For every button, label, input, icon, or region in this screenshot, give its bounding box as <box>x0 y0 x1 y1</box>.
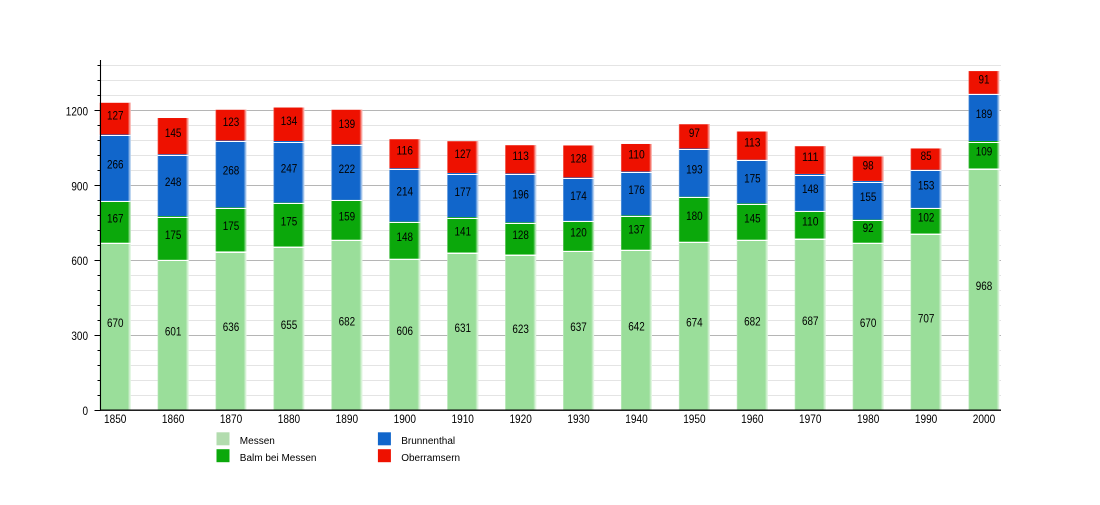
svg-text:655: 655 <box>281 320 298 332</box>
svg-text:300: 300 <box>71 329 88 343</box>
svg-text:623: 623 <box>512 324 529 336</box>
svg-text:637: 637 <box>570 322 587 334</box>
svg-text:606: 606 <box>397 326 414 338</box>
svg-text:159: 159 <box>339 212 356 224</box>
svg-text:128: 128 <box>570 153 587 165</box>
svg-text:670: 670 <box>860 318 877 330</box>
svg-text:687: 687 <box>802 316 819 328</box>
svg-text:167: 167 <box>107 214 124 226</box>
svg-text:248: 248 <box>165 177 182 189</box>
svg-text:109: 109 <box>976 146 993 158</box>
svg-text:145: 145 <box>165 128 182 140</box>
svg-text:1890: 1890 <box>336 412 359 426</box>
svg-text:247: 247 <box>281 164 298 176</box>
svg-text:1940: 1940 <box>625 412 648 426</box>
svg-text:141: 141 <box>454 227 471 239</box>
svg-text:214: 214 <box>397 187 414 199</box>
svg-text:266: 266 <box>107 159 124 171</box>
svg-text:1920: 1920 <box>509 412 532 426</box>
svg-text:682: 682 <box>339 316 356 328</box>
svg-text:1930: 1930 <box>567 412 590 426</box>
svg-text:1880: 1880 <box>278 412 301 426</box>
svg-text:1950: 1950 <box>683 412 706 426</box>
svg-text:1870: 1870 <box>220 412 243 426</box>
svg-text:1900: 1900 <box>394 412 417 426</box>
svg-text:2000: 2000 <box>973 412 996 426</box>
svg-text:97: 97 <box>689 128 700 140</box>
svg-text:175: 175 <box>165 230 182 242</box>
svg-text:139: 139 <box>339 119 356 131</box>
svg-text:670: 670 <box>107 318 124 330</box>
svg-text:707: 707 <box>918 313 935 325</box>
svg-text:155: 155 <box>860 192 877 204</box>
svg-text:176: 176 <box>628 185 645 197</box>
svg-text:85: 85 <box>921 151 932 163</box>
svg-text:674: 674 <box>686 317 703 329</box>
svg-text:Brunnenthal: Brunnenthal <box>401 436 455 447</box>
svg-text:175: 175 <box>223 221 240 233</box>
svg-text:1980: 1980 <box>857 412 880 426</box>
svg-text:180: 180 <box>686 211 703 223</box>
svg-text:1850: 1850 <box>104 412 127 426</box>
svg-text:193: 193 <box>686 164 703 176</box>
svg-text:636: 636 <box>223 322 240 334</box>
svg-text:175: 175 <box>281 216 298 228</box>
svg-text:177: 177 <box>454 187 471 199</box>
svg-text:189: 189 <box>976 109 993 121</box>
svg-text:Balm bei Messen: Balm bei Messen <box>240 453 317 464</box>
svg-text:1990: 1990 <box>915 412 938 426</box>
svg-text:137: 137 <box>628 224 645 236</box>
svg-text:175: 175 <box>744 173 761 185</box>
svg-text:120: 120 <box>570 228 587 240</box>
svg-text:91: 91 <box>979 74 990 86</box>
svg-text:600: 600 <box>71 254 88 268</box>
svg-text:113: 113 <box>744 137 761 149</box>
svg-text:268: 268 <box>223 166 240 178</box>
svg-text:174: 174 <box>570 191 587 203</box>
svg-text:1970: 1970 <box>799 412 822 426</box>
svg-text:110: 110 <box>802 216 819 228</box>
svg-text:116: 116 <box>397 146 414 158</box>
svg-text:1910: 1910 <box>452 412 475 426</box>
svg-text:Oberramsern: Oberramsern <box>401 453 460 464</box>
svg-text:145: 145 <box>744 213 761 225</box>
svg-text:Messen: Messen <box>240 436 275 447</box>
svg-text:1200: 1200 <box>66 104 88 118</box>
svg-text:1960: 1960 <box>741 412 764 426</box>
svg-text:0: 0 <box>82 404 88 418</box>
svg-text:92: 92 <box>863 223 874 235</box>
svg-text:123: 123 <box>223 117 240 129</box>
svg-text:127: 127 <box>107 110 124 122</box>
svg-text:148: 148 <box>397 232 414 244</box>
svg-text:128: 128 <box>512 230 529 242</box>
svg-text:127: 127 <box>454 149 471 161</box>
svg-text:642: 642 <box>628 321 645 333</box>
svg-text:134: 134 <box>281 116 298 128</box>
svg-text:1860: 1860 <box>162 412 185 426</box>
svg-text:601: 601 <box>165 327 182 339</box>
svg-text:153: 153 <box>918 181 935 193</box>
svg-text:222: 222 <box>339 164 356 176</box>
svg-text:682: 682 <box>744 316 761 328</box>
svg-text:196: 196 <box>512 190 529 202</box>
svg-text:148: 148 <box>802 184 819 196</box>
svg-text:102: 102 <box>918 212 935 224</box>
svg-text:110: 110 <box>628 150 645 162</box>
svg-text:113: 113 <box>512 151 529 163</box>
svg-text:968: 968 <box>976 281 993 293</box>
svg-text:900: 900 <box>71 179 88 193</box>
svg-text:631: 631 <box>454 323 471 335</box>
svg-text:98: 98 <box>863 160 874 172</box>
svg-text:111: 111 <box>802 152 819 164</box>
